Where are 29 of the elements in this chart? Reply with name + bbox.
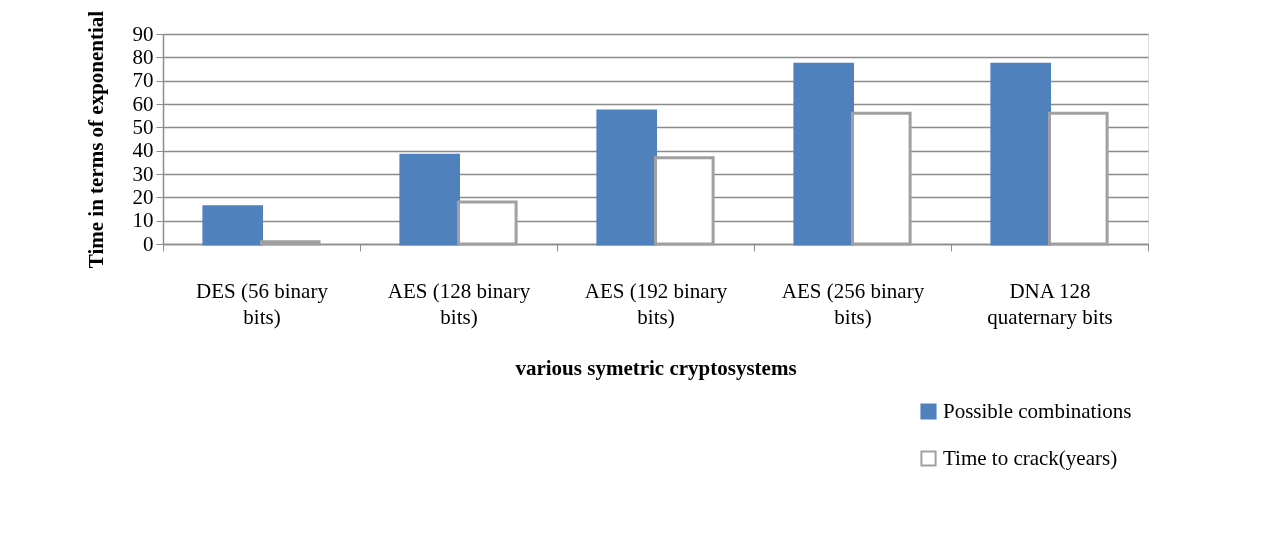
legend-label: Possible combinations bbox=[943, 398, 1132, 423]
bar bbox=[202, 205, 263, 246]
legend-label: Time to crack(years) bbox=[943, 445, 1118, 470]
x-tick-label: DES (56 binary bits) bbox=[196, 278, 329, 329]
bar bbox=[596, 109, 657, 246]
y-tick-label: 60 bbox=[132, 91, 154, 116]
y-tick-label: 0 bbox=[143, 231, 154, 256]
bar bbox=[260, 240, 321, 246]
y-tick-label: 90 bbox=[132, 21, 154, 46]
x-tick-label: AES (192 binary bits) bbox=[584, 278, 728, 329]
y-tick-label: 70 bbox=[132, 68, 154, 93]
bar bbox=[851, 111, 912, 246]
bar bbox=[990, 62, 1051, 246]
x-tick-label: AES (128 binary bits) bbox=[387, 278, 531, 329]
bar bbox=[457, 200, 518, 246]
bar bbox=[793, 62, 854, 246]
bar bbox=[399, 153, 460, 246]
x-tick-label: DNA 128 quaternary bits bbox=[987, 278, 1113, 329]
y-tick-label: 20 bbox=[132, 184, 154, 209]
y-tick-label: 50 bbox=[132, 114, 154, 139]
bar bbox=[654, 156, 715, 246]
y-tick-label: 80 bbox=[132, 44, 154, 69]
x-tick-label: AES (256 binary bits) bbox=[781, 278, 925, 329]
y-tick-label: 30 bbox=[132, 161, 154, 186]
y-tick-label: 10 bbox=[132, 208, 154, 233]
x-axis-title: various symetric cryptosystems bbox=[515, 355, 797, 380]
y-axis-title: Time in terms of exponential bbox=[83, 10, 108, 269]
bar bbox=[1048, 111, 1109, 246]
y-tick-label: 40 bbox=[132, 138, 154, 163]
